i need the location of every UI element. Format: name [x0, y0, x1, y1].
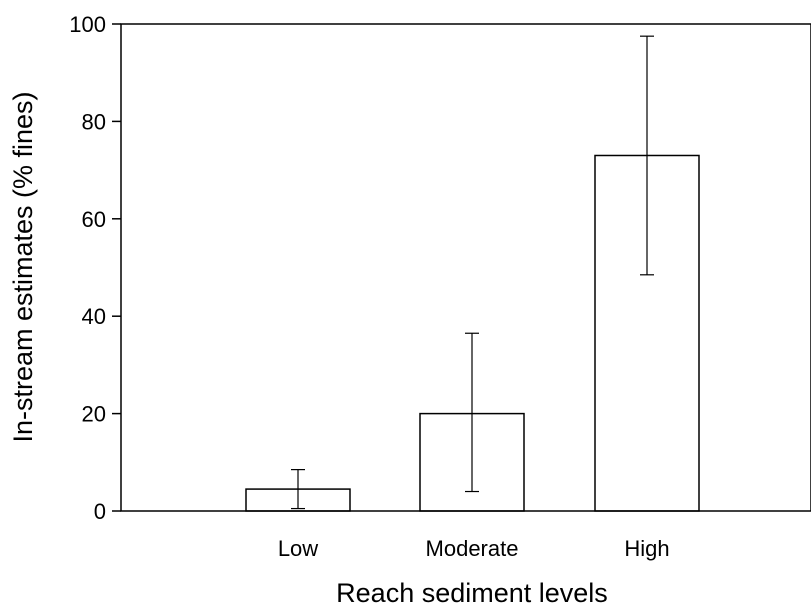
x-axis-label: Reach sediment levels: [336, 578, 608, 608]
plot-frame: [120, 23, 811, 512]
error-bar-low: [291, 469, 305, 510]
error-bars: [291, 35, 654, 510]
x-tick-label-moderate: Moderate: [426, 536, 519, 561]
x-tick-labels: Low Moderate High: [278, 536, 670, 561]
y-tick-label: 20: [82, 402, 106, 427]
y-tick-label: 60: [82, 207, 106, 232]
y-tick-label: 80: [82, 109, 106, 134]
y-tick-label: 0: [94, 499, 106, 524]
error-bar-high: [640, 35, 654, 276]
y-axis-label: In-stream estimates (% fines): [8, 91, 38, 442]
y-axis-ticks: 0 20 40 60 80 100: [69, 12, 121, 524]
x-tick-label-low: Low: [278, 536, 318, 561]
x-tick-label-high: High: [624, 536, 669, 561]
y-tick-label: 100: [69, 12, 106, 37]
y-tick-label: 40: [82, 304, 106, 329]
error-bar-moderate: [465, 332, 479, 493]
